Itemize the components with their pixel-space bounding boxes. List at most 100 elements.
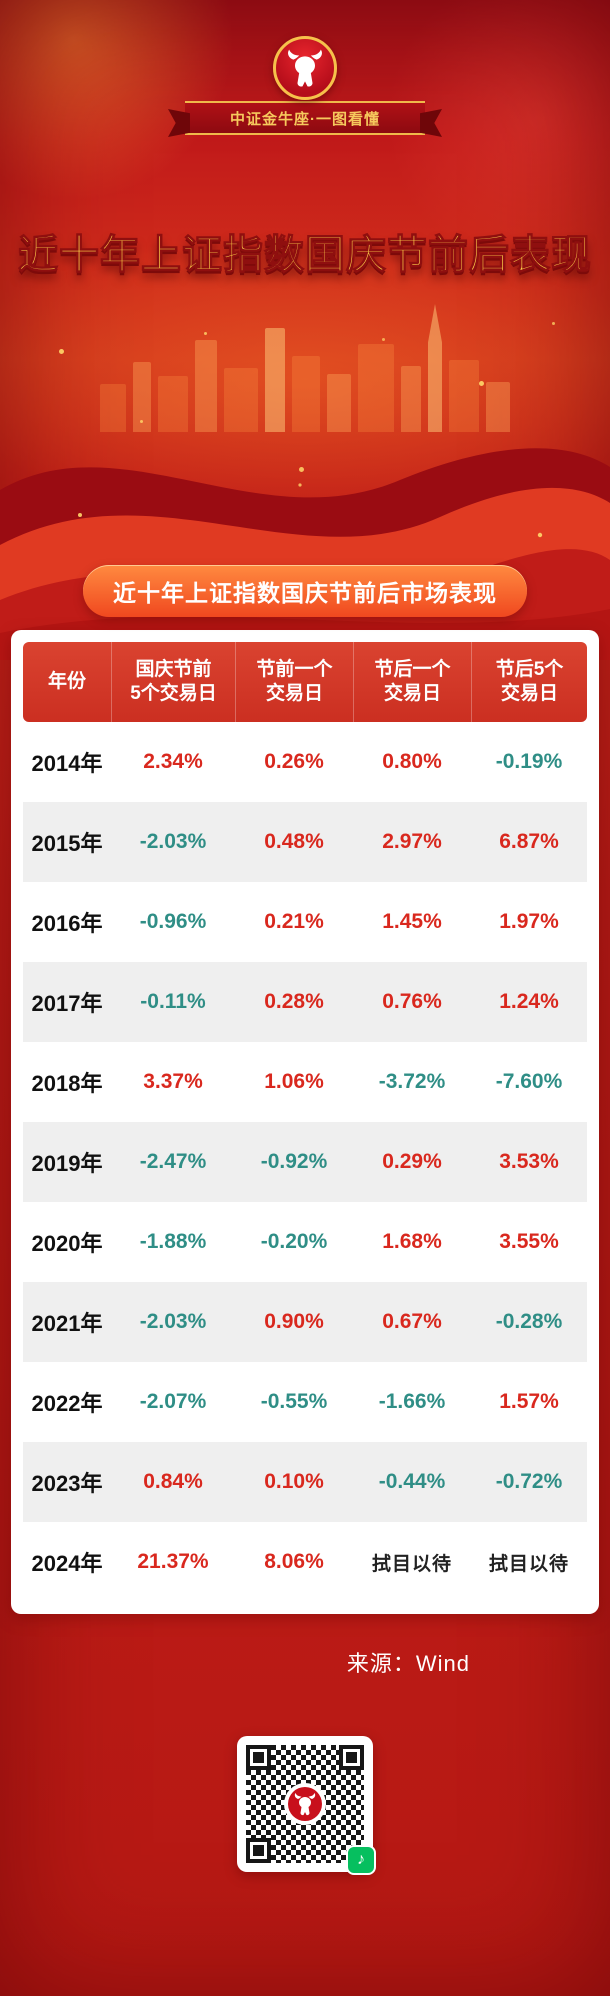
building-shape (158, 376, 188, 432)
year-cell: 2019年 (31, 1151, 103, 1176)
value-cell: -0.20% (260, 1230, 328, 1253)
value-cell: 0.67% (382, 1310, 442, 1333)
table-row: 2018年 3.37% 1.06% -3.72% -7.60% (23, 1042, 587, 1122)
value-cell: 拭目以待 (488, 1553, 569, 1575)
value-cell: 1.97% (499, 910, 559, 933)
golden-bull-logo (273, 36, 337, 100)
value-cell: -0.55% (260, 1390, 328, 1413)
value-cell: -2.07% (139, 1390, 207, 1413)
data-source: 来源：Wind (346, 1651, 470, 1676)
value-cell: 1.57% (499, 1390, 559, 1413)
value-cell: -0.11% (140, 990, 206, 1013)
building-shape (133, 362, 151, 432)
year-cell: 2014年 (31, 751, 103, 776)
year-cell: 2016年 (31, 911, 103, 936)
column-header-post1: 节后一个 交易日 (353, 642, 471, 722)
value-cell: 拭目以待 (371, 1553, 452, 1575)
value-cell: 8.06% (264, 1550, 324, 1573)
table-row: 2015年 -2.03% 0.48% 2.97% 6.87% (23, 802, 587, 882)
table-title-banner: 近十年上证指数国庆节前后市场表现 (83, 565, 527, 617)
table-body: 2014年 2.34% 0.26% 0.80% -0.19% 2015年 -2.… (23, 722, 587, 1602)
value-cell: -0.72% (495, 1470, 563, 1493)
value-cell: -2.47% (139, 1150, 207, 1173)
value-cell: -0.28% (495, 1310, 563, 1333)
value-cell: 3.53% (499, 1150, 559, 1173)
value-cell: 0.29% (382, 1150, 442, 1173)
year-cell: 2023年 (31, 1471, 103, 1496)
building-shape (292, 356, 320, 432)
data-card: 年份 国庆节前 5个交易日 节前一个 交易日 节后一个 交易日 节后5个 交易日… (11, 630, 599, 1614)
bull-logo-disc (288, 1787, 322, 1821)
table-row: 2017年 -0.11% 0.28% 0.76% 1.24% (23, 962, 587, 1042)
value-cell: 0.90% (264, 1310, 324, 1333)
table-row: 2024年 21.37% 8.06% 拭目以待 拭目以待 (23, 1522, 587, 1602)
year-cell: 2024年 (31, 1551, 103, 1576)
year-cell: 2018年 (31, 1071, 103, 1096)
column-header-post5: 节后5个 交易日 (471, 642, 587, 722)
value-cell: 1.06% (264, 1070, 324, 1093)
table-row: 2014年 2.34% 0.26% 0.80% -0.19% (23, 722, 587, 802)
year-cell: 2015年 (31, 831, 103, 856)
value-cell: 0.80% (382, 750, 442, 773)
value-cell: -2.03% (139, 830, 207, 853)
qr-code: ♪ (237, 1736, 376, 1875)
value-cell: 0.26% (264, 750, 324, 773)
qr-finder-icon (339, 1745, 364, 1770)
year-cell: 2021年 (31, 1311, 103, 1336)
column-header-pre5: 国庆节前 5个交易日 (111, 642, 235, 722)
value-cell: -0.44% (378, 1470, 446, 1493)
value-cell: 6.87% (499, 830, 559, 853)
table-row: 2020年 -1.88% -0.20% 1.68% 3.55% (23, 1202, 587, 1282)
qr-finder-icon (246, 1745, 271, 1770)
value-cell: 1.68% (382, 1230, 442, 1253)
value-cell: -1.88% (139, 1230, 207, 1253)
qr-finder-icon (246, 1838, 271, 1863)
qr-bull-logo (284, 1783, 326, 1825)
year-cell: 2022年 (31, 1391, 103, 1416)
sparkle-decoration (0, 0, 3, 3)
building-shape (265, 328, 285, 432)
building-shape (100, 384, 126, 432)
building-shape (401, 366, 421, 432)
table-title-label: 近十年上证指数国庆节前后市场表现 (113, 580, 497, 606)
column-header-pre1: 节前一个 交易日 (235, 642, 353, 722)
value-cell: 0.21% (264, 910, 324, 933)
wechat-channels-icon: ♪ (346, 1845, 376, 1875)
value-cell: -7.60% (495, 1070, 563, 1093)
value-cell: -0.92% (260, 1150, 328, 1173)
value-cell: 0.84% (143, 1470, 203, 1493)
bull-icon (294, 1793, 316, 1816)
value-cell: -2.03% (139, 1310, 207, 1333)
brand-ribbon: 中证金牛座·一图看懂 (185, 101, 425, 135)
value-cell: 1.24% (499, 990, 559, 1013)
value-cell: 0.48% (264, 830, 324, 853)
table-row: 2023年 0.84% 0.10% -0.44% -0.72% (23, 1442, 587, 1522)
value-cell: 3.37% (143, 1070, 203, 1093)
page-title: 近十年上证指数国庆节前后表现 (17, 232, 592, 277)
value-cell: 2.34% (143, 750, 203, 773)
table-header: 年份 国庆节前 5个交易日 节前一个 交易日 节后一个 交易日 节后5个 交易日 (23, 642, 587, 722)
tower-shape (428, 304, 442, 432)
building-shape (195, 340, 217, 432)
column-header-year: 年份 (47, 671, 86, 693)
building-shape (224, 368, 258, 432)
table-row: 2016年 -0.96% 0.21% 1.45% 1.97% (23, 882, 587, 962)
table-row: 2019年 -2.47% -0.92% 0.29% 3.53% (23, 1122, 587, 1202)
value-cell: 2.97% (382, 830, 442, 853)
bull-icon (288, 49, 322, 87)
building-shape (327, 374, 351, 432)
year-cell: 2017年 (31, 991, 103, 1016)
value-cell: 3.55% (499, 1230, 559, 1253)
value-cell: -1.66% (378, 1390, 446, 1413)
value-cell: -3.72% (378, 1070, 446, 1093)
value-cell: 0.76% (382, 990, 442, 1013)
building-shape (449, 360, 479, 432)
table-row: 2022年 -2.07% -0.55% -1.66% 1.57% (23, 1362, 587, 1442)
year-cell: 2020年 (31, 1231, 103, 1256)
value-cell: -0.96% (139, 910, 207, 933)
building-shape (486, 382, 510, 432)
silk-ribbon-decoration (0, 448, 610, 660)
value-cell: -0.19% (495, 750, 563, 773)
city-skyline-decoration (0, 300, 610, 432)
